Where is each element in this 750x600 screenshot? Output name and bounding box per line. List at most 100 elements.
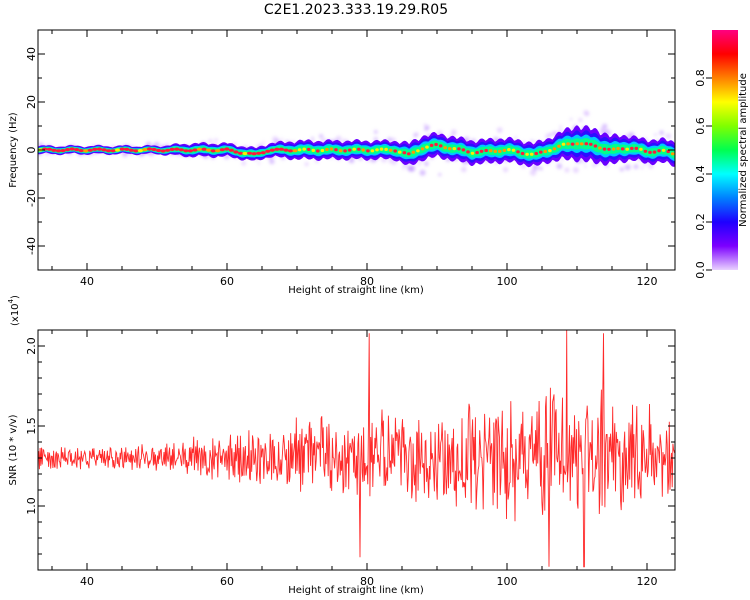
heatmap-core-cell xyxy=(452,147,457,151)
heatmap-core-cell xyxy=(92,147,98,151)
heatmap-haze-cell xyxy=(665,133,672,140)
heatmap-haze-cell xyxy=(280,138,284,141)
heatmap-core-cell xyxy=(228,148,234,152)
colorbar-tick-label: 0.8 xyxy=(694,69,707,87)
heatmap-core-cell xyxy=(507,148,511,152)
heatmap-core-cell xyxy=(347,148,352,152)
spectrogram-y-tick-label: -20 xyxy=(25,189,38,207)
heatmap-core-cell xyxy=(589,142,593,146)
heatmap-core-cell xyxy=(325,147,329,152)
snr-frame xyxy=(37,329,676,571)
heatmap-core-cell xyxy=(566,142,570,146)
snr-y-tick-label: 1.0 xyxy=(25,497,38,515)
heatmap-core-cell xyxy=(74,148,80,152)
heatmap-core-cell xyxy=(215,149,221,153)
heatmap-core-cell xyxy=(484,148,489,153)
snr-x-tick-label: 100 xyxy=(497,575,518,588)
heatmap-core-cell xyxy=(206,148,212,152)
heatmap-core-cell xyxy=(434,142,438,147)
heatmap-core-cell xyxy=(224,147,230,151)
colorbar-tick-label: 0.4 xyxy=(694,165,707,183)
heatmap-haze-cell xyxy=(419,169,426,176)
heatmap-core-cell xyxy=(388,148,393,152)
heatmap-core-cell xyxy=(634,146,639,150)
heatmap-haze-cell xyxy=(401,166,406,170)
snr-y-tick-label: 2.0 xyxy=(25,337,38,355)
heatmap-haze-cell xyxy=(633,164,639,170)
snr-y-scale-suffix: ) xyxy=(10,295,21,299)
heatmap-core-cell xyxy=(639,147,643,151)
heatmap-core-cell xyxy=(242,151,248,156)
spectrogram-y-axis-label: Frequency (Hz) xyxy=(8,112,19,188)
heatmap-core-cell xyxy=(666,149,670,154)
heatmap-core-cell xyxy=(105,149,112,153)
heatmap-core-cell xyxy=(397,150,402,154)
heatmap-haze-cell xyxy=(258,162,260,165)
heatmap-haze-cell xyxy=(409,165,416,172)
heatmap-core-cell xyxy=(251,152,257,156)
heatmap-core-cell xyxy=(411,150,416,154)
heatmap-core-cell xyxy=(429,143,434,147)
heatmap-core-cell xyxy=(557,144,561,148)
spectrogram-x-tick-label: 100 xyxy=(497,275,518,288)
heatmap-core-cell xyxy=(443,146,448,150)
heatmap-core-cell xyxy=(329,147,334,151)
heatmap-haze-cell xyxy=(388,160,392,164)
heatmap-core-cell xyxy=(210,149,216,153)
heatmap-haze-cell xyxy=(570,118,573,121)
heatmap-haze-cell xyxy=(425,162,429,166)
heatmap-core-cell xyxy=(165,148,171,152)
heatmap-core-cell xyxy=(420,147,425,151)
heatmap-core-cell xyxy=(69,147,75,151)
snr-y-scale-prefix: (x10 xyxy=(10,303,21,326)
snr-x-tick-label: 80 xyxy=(360,575,374,588)
heatmap-haze-cell xyxy=(514,136,518,140)
heatmap-core-cell xyxy=(334,148,338,152)
heatmap-core-cell xyxy=(539,150,543,154)
heatmap-core-cell xyxy=(83,149,89,153)
heatmap-core-cell xyxy=(101,148,107,152)
heatmap-core-cell xyxy=(593,144,598,148)
heatmap-core-cell xyxy=(316,149,320,153)
heatmap-core-cell xyxy=(375,148,379,152)
heatmap-core-cell xyxy=(51,148,57,152)
heatmap-core-cell xyxy=(187,149,193,153)
heatmap-haze-cell xyxy=(451,132,456,137)
heatmap-core-cell xyxy=(133,149,139,153)
heatmap-core-cell xyxy=(283,148,289,152)
heatmap-core-cell xyxy=(511,148,516,152)
heatmap-haze-cell xyxy=(311,136,314,140)
heatmap-core-cell xyxy=(96,147,102,151)
heatmap-haze-cell xyxy=(556,163,563,169)
heatmap-core-cell xyxy=(575,142,579,146)
heatmap-haze-cell xyxy=(530,139,534,143)
heatmap-core-cell xyxy=(292,149,298,153)
heatmap-core-cell xyxy=(475,151,479,155)
heatmap-core-cell xyxy=(87,148,93,152)
heatmap-haze-cell xyxy=(591,163,597,168)
heatmap-core-cell xyxy=(384,147,388,151)
heatmap-core-cell xyxy=(302,147,307,151)
spectrogram-frame xyxy=(37,29,676,271)
heatmap-haze-cell xyxy=(521,164,526,169)
heatmap-haze-cell xyxy=(496,127,503,133)
heatmap-core-cell xyxy=(561,142,566,146)
heatmap-core-cell xyxy=(479,149,484,153)
heatmap-core-cell xyxy=(46,147,53,151)
heatmap-core-cell xyxy=(78,149,84,153)
heatmap-haze-cell xyxy=(545,133,551,139)
heatmap-haze-cell xyxy=(539,166,543,171)
heatmap-haze-cell xyxy=(586,112,590,115)
spectrogram-ticks: 40 60 80 100 120 -40 -20 0 20 40 xyxy=(25,29,675,288)
heatmap-core-cell xyxy=(151,147,157,152)
heatmap-core-cell xyxy=(183,149,189,153)
heatmap-core-cell xyxy=(607,147,611,151)
heatmap-haze-cell xyxy=(269,158,275,165)
snr-x-axis-label: Height of straight line (km) xyxy=(288,585,424,596)
heatmap-band-green xyxy=(38,138,675,160)
spectrogram-y-tick-label: 0 xyxy=(25,147,38,154)
heatmap-haze-cell xyxy=(503,167,509,173)
heatmap-core-cell xyxy=(407,152,411,156)
heatmap-haze-cell xyxy=(374,130,378,134)
heatmap-haze-cell xyxy=(624,164,631,171)
